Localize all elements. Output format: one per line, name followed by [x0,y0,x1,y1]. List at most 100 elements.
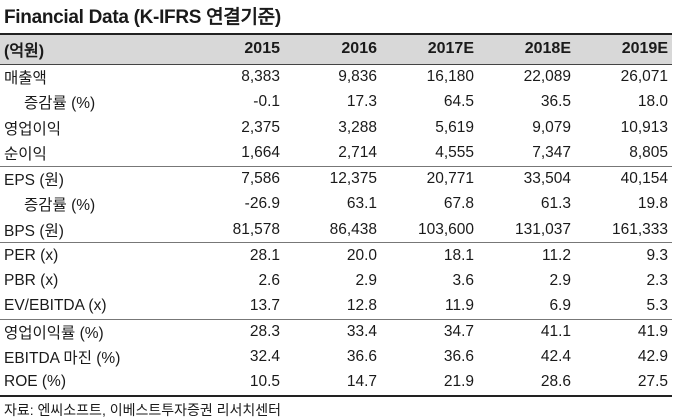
table-cell: 9,836 [338,68,377,85]
table-cell: 36.6 [443,348,474,366]
table-header-row: (억원) 2015 2016 2017E 2018E 2019E [0,33,672,65]
page-title: Financial Data (K-IFRS 연결기준) [4,7,281,28]
table-cell: 12,375 [329,170,377,187]
table-cell: 2.9 [549,271,571,289]
row-label: 증감률 (%) [24,197,96,215]
table-cell: 2.3 [646,271,668,289]
table-cell: 67.8 [443,195,474,213]
table-cell: 64.5 [443,93,474,111]
table-cell: 17.3 [346,93,377,111]
column-header: 2017E [381,33,478,65]
table-cell: 11.2 [541,246,571,264]
table-row: EBITDA 마진 (%) 32.4 36.6 36.6 42.4 42.9 [0,345,672,371]
table-cell: 34.7 [443,323,474,340]
table-cell: 2.6 [258,271,280,289]
table-cell: 28.3 [249,323,280,340]
table-cell: 33.4 [346,323,377,340]
row-label: 영업이익률 (%) [4,325,104,342]
table-cell: 26,071 [620,68,668,85]
table-cell: 13.7 [187,293,284,320]
table-cell: -26.9 [244,195,280,213]
row-label: PBR (x) [4,271,59,289]
table-cell: 36.5 [540,93,571,111]
row-label: EBITDA 마진 (%) [4,350,121,368]
table-cell: -0.1 [253,93,280,111]
table-cell: 32.4 [249,348,280,366]
table-cell: 28.1 [249,246,280,264]
row-label: EV/EBITDA (x) [0,293,187,320]
column-header: 2016 [284,33,381,65]
row-label: 순이익 [0,140,187,167]
table-cell: 4,555 [381,140,478,167]
table-cell: 20.0 [346,246,377,264]
table-cell: 20,771 [426,170,474,187]
table-cell: 16,180 [426,68,474,85]
table-cell: 8,805 [575,140,672,167]
table-cell: 3.6 [452,271,474,289]
table-row: PER (x) 28.1 20.0 18.1 11.2 9.3 [0,243,672,269]
table-cell: 5.3 [575,293,672,320]
row-label: 영업이익 [4,120,62,138]
row-label: 증감률 (%) [24,95,96,113]
table-row: BPS (원) 81,578 86,438 103,600 131,037 16… [0,217,672,243]
row-label: PER (x) [4,246,59,264]
row-label: 매출액 [4,70,47,87]
table-cell: 3,288 [338,118,377,136]
table-cell: 5,619 [435,118,474,136]
table-cell: 81,578 [187,217,284,243]
table-cell: 22,089 [523,68,571,85]
table-row: 증감률 (%) -0.1 17.3 64.5 36.5 18.0 [0,90,672,116]
table-cell: 40,154 [620,170,668,187]
table-cell: 12.8 [284,293,381,320]
financial-table: (억원) 2015 2016 2017E 2018E 2019E 매출액 8,3… [0,33,672,397]
row-label: EPS (원) [4,172,64,189]
table-cell: 41.9 [637,323,668,340]
table-cell: 14.7 [284,370,381,397]
table-cell: 21.9 [381,370,478,397]
row-label: BPS (원) [0,217,187,243]
table-cell: 131,037 [478,217,575,243]
table-cell: 8,383 [241,68,280,85]
table-cell: 33,504 [523,170,571,187]
source-note: 자료: 엔씨소프트, 이베스트투자증권 리서치센터 [4,402,282,418]
table-cell: 63.1 [346,195,377,213]
table-cell: 10.5 [187,370,284,397]
table-row: ROE (%) 10.5 14.7 21.9 28.6 27.5 [0,370,672,397]
table-row: 영업이익률 (%) 28.3 33.4 34.7 41.1 41.9 [0,319,672,345]
table-row: PBR (x) 2.6 2.9 3.6 2.9 2.3 [0,268,672,294]
table-cell: 11.9 [381,293,478,320]
table-cell: 28.6 [478,370,575,397]
table-cell: 41.1 [540,323,571,340]
table-row: 매출액 8,383 9,836 16,180 22,089 26,071 [0,64,672,90]
table-cell: 2,714 [284,140,381,167]
table-cell: 2,375 [241,118,280,136]
table-cell: 7,347 [478,140,575,167]
table-cell: 61.3 [540,195,571,213]
column-header: 2018E [478,33,575,65]
table-cell: 36.6 [346,348,377,366]
row-label: ROE (%) [0,370,187,397]
table-row: 증감률 (%) -26.9 63.1 67.8 61.3 19.8 [0,192,672,218]
table-cell: 1,664 [187,140,284,167]
column-header: 2015 [187,33,284,65]
table-cell: 19.8 [637,195,668,213]
table-cell: 42.9 [637,348,668,366]
table-cell: 27.5 [575,370,672,397]
table-cell: 7,586 [241,170,280,187]
table-cell: 161,333 [575,217,672,243]
table-row: EPS (원) 7,586 12,375 20,771 33,504 40,15… [0,166,672,192]
table-row: EV/EBITDA (x) 13.7 12.8 11.9 6.9 5.3 [0,293,672,320]
table-cell: 18.1 [443,246,474,264]
table-row: 영업이익 2,375 3,288 5,619 9,079 10,913 [0,115,672,141]
table-row: 순이익 1,664 2,714 4,555 7,347 8,805 [0,140,672,167]
table-cell: 86,438 [284,217,381,243]
table-cell: 9.3 [646,246,668,264]
table-cell: 2.9 [355,271,377,289]
table-cell: 42.4 [540,348,571,366]
table-cell: 18.0 [637,93,668,111]
table-cell: 6.9 [478,293,575,320]
unit-header: (억원) [0,33,187,65]
table-cell: 9,079 [532,118,571,136]
table-cell: 10,913 [620,118,668,136]
